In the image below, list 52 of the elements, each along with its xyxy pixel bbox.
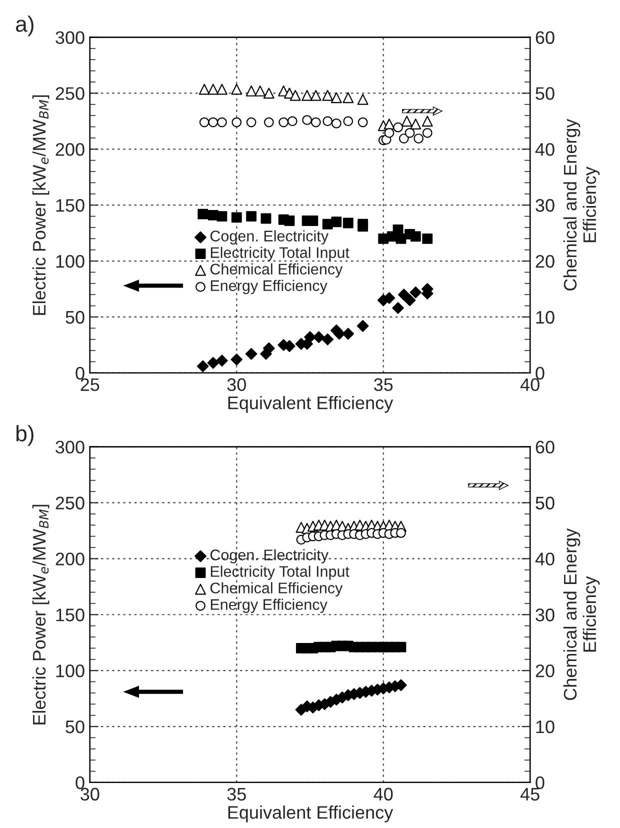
legend-label: Electricity Total Input [210,246,350,262]
y2-tick-label: 30 [536,199,554,212]
legend-label: Chemical Efficiency [210,263,343,278]
y-tick-label: 250 [56,87,84,100]
y-axis-title: Electric Power [kW$_{e}$/MW$_{BM}$] [32,504,50,724]
y-tick-label: 200 [56,143,84,156]
x-tick-label: 30 [227,378,246,392]
y2-tick-label: 20 [536,254,554,268]
y-tick-label: 50 [66,310,84,324]
y-tick-label: 0 [76,776,84,790]
chart-title: a) [16,16,34,36]
y2-tick-label: 10 [536,720,554,734]
y2-axis-title: Chemical and Energy Efficiency [563,528,600,700]
legend-label: Cogen. Electricity [210,230,329,244]
y-tick-label: 100 [56,254,84,268]
x-tick-label: 45 [520,788,540,801]
legend-label: Electricity Total Input [210,566,350,580]
y2-axis-title: Chemical and Energy Efficiency [563,118,600,290]
y2-tick-label: 40 [535,143,554,156]
x-tick-label: 40 [520,378,540,392]
y2-tick-label: 50 [536,496,554,510]
y-tick-label: 0 [76,366,84,380]
x-tick-label: 35 [374,378,393,392]
y-tick-label: 100 [56,664,84,678]
y2-tick-label: 60 [536,31,554,44]
y2-tick-label: 20 [536,664,554,678]
y-tick-label: 250 [56,496,84,510]
y-tick-label: 50 [66,720,84,734]
y2-tick-label: 30 [536,608,554,622]
legend-label: Chemical Efficiency [210,582,343,596]
legend-label: Cogen. Electricity [210,549,329,564]
chart-title: b) [16,425,34,446]
x-axis-title: Equivalent Efficiency [228,806,394,822]
y-axis-title: Electric Power [kW$_{e}$/MW$_{BM}$] [32,95,50,315]
y-tick-label: 200 [56,552,84,566]
y-tick-label: 300 [56,31,84,44]
y2-tick-label: 40 [535,552,554,566]
y2-tick-label: 50 [536,87,554,100]
y2-tick-label: 0 [536,776,544,790]
x-tick-label: 35 [227,788,246,801]
y2-tick-label: 0 [536,366,544,380]
x-tick-label: 30 [80,788,100,801]
x-tick-label: 40 [374,788,393,801]
legend-label: Energy Efficiency [210,280,328,294]
legend-label: Energy Efficiency [210,598,328,613]
y2-tick-label: 10 [536,310,554,324]
y-tick-label: 300 [56,440,84,454]
x-axis-title: Equivalent Efficiency [228,396,394,413]
y-tick-label: 150 [56,199,84,212]
x-tick-label: 25 [80,378,100,392]
y-tick-label: 150 [56,608,84,622]
y2-tick-label: 60 [536,440,554,454]
